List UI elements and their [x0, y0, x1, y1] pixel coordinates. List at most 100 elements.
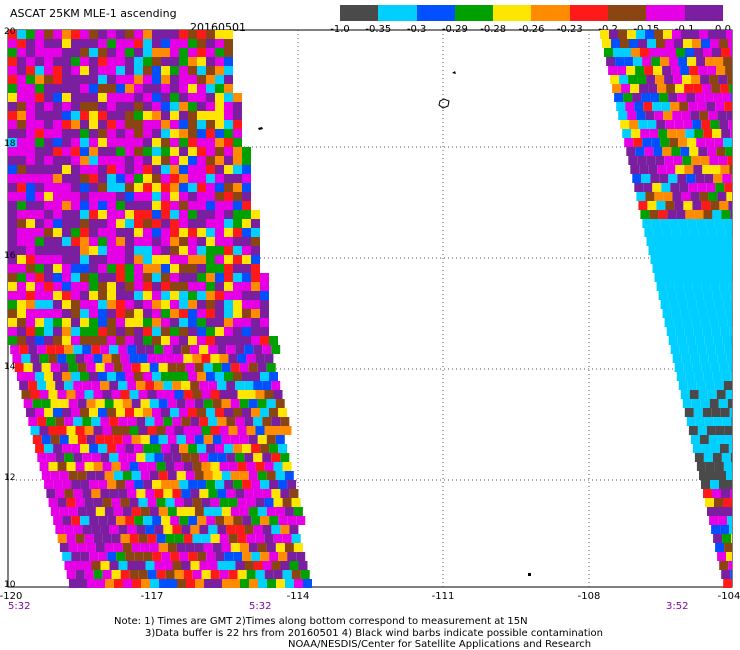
swath-cell	[695, 174, 705, 183]
swath-cell	[44, 210, 53, 219]
swath-cell	[242, 228, 251, 237]
swath-cell	[278, 444, 288, 453]
swath-cell	[217, 345, 227, 354]
swath-cell	[230, 435, 240, 444]
swath-cell	[197, 201, 206, 210]
swath-cell	[233, 237, 242, 246]
swath-cell	[165, 570, 175, 579]
swath-cell	[721, 372, 731, 381]
swath-cell	[89, 183, 98, 192]
swath-cell	[80, 210, 89, 219]
swath-cell	[707, 309, 717, 318]
swath-cell	[181, 561, 191, 570]
swath-cell	[640, 48, 649, 57]
swath-cell	[224, 309, 233, 318]
swath-cell	[183, 534, 193, 543]
swath-cell	[678, 381, 688, 390]
swath-cell	[620, 39, 629, 48]
swath-cell	[621, 84, 631, 93]
swath-cell	[105, 579, 114, 588]
swath-cell	[17, 174, 26, 183]
swath-cell	[638, 120, 648, 129]
swath-cell	[703, 129, 713, 138]
swath-cell	[80, 219, 89, 228]
swath-cell	[143, 138, 152, 147]
swath-cell	[179, 111, 188, 120]
swath-cell	[636, 111, 646, 120]
swath-cell	[62, 93, 71, 102]
swath-cell	[651, 138, 661, 147]
swath-cell	[161, 336, 170, 345]
swath-cell	[53, 48, 62, 57]
swath-cell	[39, 462, 49, 471]
swath-cell	[134, 183, 143, 192]
swath-cell	[98, 57, 107, 66]
swath-cell	[125, 237, 134, 246]
swath-cell	[136, 453, 146, 462]
swath-cell	[35, 156, 44, 165]
swath-cell	[260, 327, 269, 336]
swath-cell	[120, 498, 130, 507]
swath-cell	[233, 192, 242, 201]
swath-cell	[75, 426, 85, 435]
swath-cell	[721, 129, 731, 138]
swath-cell	[125, 84, 134, 93]
swath-cell	[179, 516, 189, 525]
swath-cell	[98, 327, 107, 336]
swath-cell	[203, 507, 213, 516]
swath-cell	[262, 489, 272, 498]
swath-cell	[35, 219, 44, 228]
swath-cell	[125, 156, 134, 165]
swath-cell	[251, 336, 260, 345]
swath-cell	[143, 300, 152, 309]
swath-cell	[215, 237, 224, 246]
swath-cell	[731, 93, 732, 102]
swath-cell	[116, 93, 125, 102]
swath-cell	[161, 282, 170, 291]
swath-cell	[10, 345, 20, 354]
swath-left	[8, 30, 312, 588]
swath-cell	[26, 237, 35, 246]
swath-cell	[693, 327, 703, 336]
swath-cell	[730, 210, 733, 219]
swath-cell	[170, 183, 179, 192]
swath-cell	[717, 111, 727, 120]
swath-cell	[674, 201, 684, 210]
swath-cell	[689, 309, 699, 318]
swath-cell	[44, 291, 53, 300]
swath-cell	[215, 111, 224, 120]
swath-cell	[174, 354, 184, 363]
swath-cell	[179, 219, 188, 228]
swath-cell	[143, 336, 152, 345]
swath-cell	[278, 552, 288, 561]
swath-cell	[71, 102, 80, 111]
swath-cell	[729, 525, 733, 534]
swath-cell	[215, 75, 224, 84]
swath-cell	[143, 120, 152, 129]
swath-cell	[73, 561, 83, 570]
swath-cell	[704, 174, 714, 183]
swath-cell	[224, 552, 234, 561]
swath-cell	[161, 228, 170, 237]
swath-cell	[17, 219, 26, 228]
swath-cell	[188, 444, 198, 453]
swath-cell	[700, 237, 710, 246]
swath-cell	[179, 282, 188, 291]
swath-cell	[116, 57, 125, 66]
swath-cell	[251, 291, 260, 300]
swath-cell	[71, 156, 80, 165]
swath-cell	[170, 120, 179, 129]
swath-cell	[48, 426, 58, 435]
swath-cell	[107, 75, 116, 84]
swath-cell	[649, 210, 659, 219]
swath-cell	[8, 48, 17, 57]
swath-cell	[224, 165, 233, 174]
swath-cell	[134, 255, 143, 264]
swath-cell	[161, 102, 170, 111]
swath-cell	[233, 201, 242, 210]
swath-cell	[71, 516, 81, 525]
swath-cell	[152, 48, 161, 57]
swath-cell	[719, 561, 729, 570]
swath-cell	[107, 255, 116, 264]
swath-cell	[98, 291, 107, 300]
